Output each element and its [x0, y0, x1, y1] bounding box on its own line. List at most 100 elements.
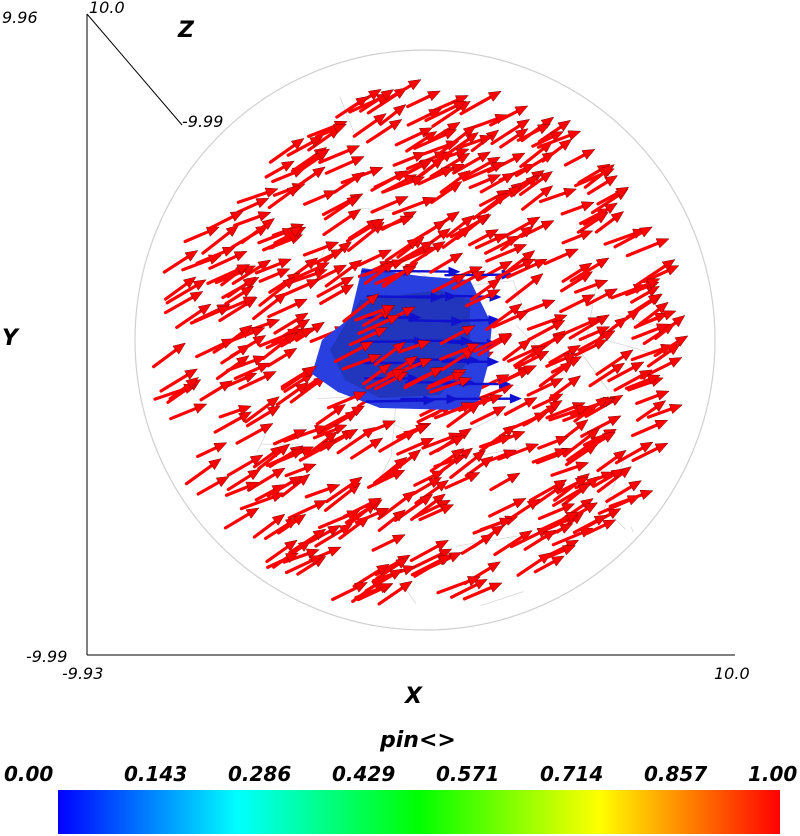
vector-arrow-shaft [321, 197, 354, 217]
vector-arrow-head [291, 448, 306, 459]
vector-arrow-head [185, 377, 199, 390]
vector-arrow [354, 583, 393, 600]
vector-arrow-shaft [445, 221, 467, 238]
vector-arrow-head [330, 249, 345, 260]
vector-arrow [409, 539, 450, 563]
vector-arrow-head [564, 248, 579, 259]
vector-arrow-shaft [331, 586, 359, 602]
vector-arrow-shaft [296, 561, 318, 576]
vector-arrow-head [407, 449, 422, 462]
vector-arrow-shaft [441, 353, 467, 371]
vector-arrow-head [184, 368, 198, 380]
vector-arrow-head [192, 279, 207, 291]
vector-arrow-head [440, 504, 455, 515]
vector-arrow-head [473, 579, 488, 590]
vector-arrow [365, 119, 403, 144]
vector-arrow-head [238, 405, 252, 416]
vector-arrow-head [450, 448, 465, 460]
vector-arrow-shaft [235, 427, 265, 445]
vector-arrow-shaft [220, 270, 241, 287]
vector-arrow-shaft [499, 133, 520, 149]
vector-arrow [429, 252, 464, 274]
vector-arrow-shaft [594, 217, 616, 234]
vector-arrow [371, 534, 406, 552]
vector-arrow-head [282, 276, 296, 290]
vector-arrow [468, 229, 499, 247]
vector-arrow [588, 362, 626, 388]
vector-arrow-shaft [377, 515, 398, 532]
vector-arrow-shaft [576, 217, 600, 234]
vector-arrow-shaft [470, 410, 497, 425]
vector-arrow-shaft [357, 318, 391, 335]
vector-arrow-head [219, 380, 233, 392]
vector-arrow [303, 190, 338, 206]
vector-arrow [265, 448, 306, 467]
vector-arrow [631, 293, 662, 314]
vector-arrow-head [563, 187, 578, 199]
vector-arrow-head [323, 440, 337, 452]
vector-arrow [473, 332, 513, 353]
vector-arrow [224, 481, 260, 497]
vector-arrow-shaft [342, 501, 373, 519]
vector-arrow [404, 366, 444, 388]
vector-arrow-head [479, 134, 494, 146]
vector-arrow-shaft [163, 282, 188, 301]
vector-arrow-head [652, 400, 667, 413]
vector-arrow-shaft [502, 344, 523, 362]
vector-arrow-shaft [522, 405, 554, 427]
vector-arrow [325, 476, 363, 504]
vector-arrow-shaft [548, 408, 580, 422]
vector-arrow [458, 134, 494, 149]
vector-arrow-shaft [595, 354, 625, 376]
vector-arrow-shaft [603, 232, 636, 246]
vector-arrow-head [477, 151, 492, 163]
vector-arrow-shaft [404, 370, 435, 388]
vector-arrow [638, 310, 677, 327]
vector-arrow-shaft [218, 302, 249, 323]
vector-arrow-shaft [373, 174, 399, 189]
vector-arrow-shaft [307, 132, 333, 152]
vector-arrow-head [302, 463, 317, 474]
vector-arrow-head [551, 320, 566, 331]
vector-arrow-shaft [613, 230, 644, 249]
vector-arrow-head [303, 365, 318, 378]
vector-arrow-head [661, 259, 676, 271]
vector-arrow [270, 225, 303, 250]
vector-arrow-shaft [537, 125, 563, 144]
vector-arrow-shaft [635, 393, 660, 405]
vector-arrow-head [233, 251, 248, 262]
vector-arrow-shaft [439, 329, 466, 345]
vector-arrow-head [370, 218, 385, 230]
vector-arrow-shaft [596, 455, 619, 473]
colorbar-tick: 0.00 [4, 762, 54, 786]
vector-arrow-head [252, 335, 267, 347]
vector-arrow-head [655, 301, 669, 314]
vector-arrow [459, 90, 502, 116]
vector-arrow [424, 100, 467, 123]
vector-arrow [418, 504, 455, 522]
vector-arrow [548, 405, 590, 422]
vector-arrow [271, 318, 311, 345]
vector-arrow-head [580, 201, 595, 212]
x-max-label: 10.0 [714, 664, 750, 683]
vector-arrow-shaft [254, 488, 276, 502]
vector-arrow [326, 391, 368, 410]
vector-arrow-shaft [468, 233, 490, 247]
vector-arrow-head [655, 323, 670, 334]
vector-arrow-shaft [384, 243, 412, 263]
vector-arrow [378, 104, 407, 126]
vector-arrow [183, 226, 220, 244]
vector-arrow [201, 224, 240, 255]
vector-arrow-head [536, 123, 551, 135]
vector-arrow-head [565, 511, 580, 523]
vector-arrow-head [503, 449, 518, 460]
vector-arrow-head [420, 240, 435, 253]
colorbar-tick: 0.429 [332, 762, 396, 786]
vector-arrow [373, 341, 406, 366]
vector-arrow [229, 335, 267, 358]
vector-arrow [223, 507, 260, 530]
vector-arrow-head [493, 233, 508, 244]
vector-arrow [580, 415, 622, 438]
vector-arrow-shaft [559, 298, 586, 314]
vector-arrow-head [327, 525, 342, 536]
